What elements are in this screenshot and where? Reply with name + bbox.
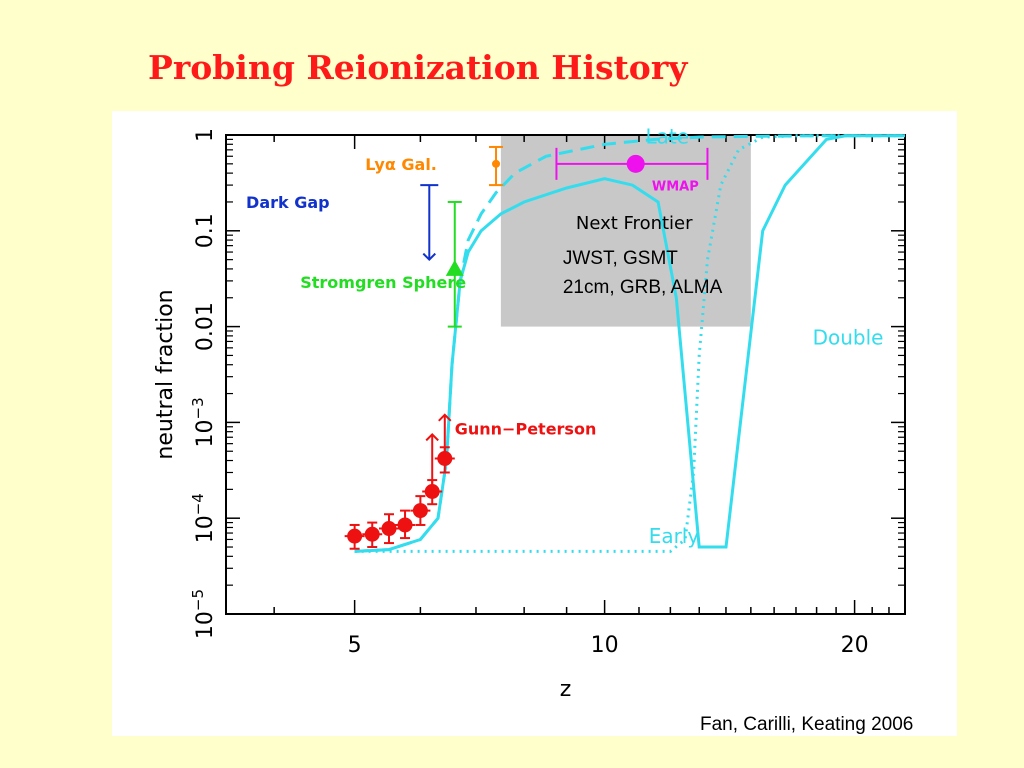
x-axis-label: z	[560, 677, 572, 702]
y-tick-label: 10−5	[189, 589, 218, 639]
reionization-chart: 5 10 20 10−5 10−4 10−3 0.01 0.1 1 z neutral fracti…	[153, 124, 906, 702]
series-label-early: Early	[649, 524, 700, 548]
frontier-box	[500, 135, 751, 327]
lya-data-point	[492, 159, 501, 168]
x-tick-label: 5	[348, 633, 362, 658]
dark-gap-label: Dark Gap	[246, 193, 330, 212]
series-line-double	[354, 134, 905, 553]
x-tick-label: 20	[841, 633, 869, 658]
stromgren-label: Stromgren Sphere	[300, 273, 466, 292]
gp-data-point	[397, 517, 413, 533]
y-tick-label: 10−3	[189, 397, 218, 447]
gp-lower-limit-arrow	[425, 432, 439, 442]
y-tick-label: 10−4	[189, 493, 218, 543]
wmap-label: WMAP	[652, 179, 699, 194]
gp-data-point	[412, 503, 428, 519]
wmap-data-point	[626, 154, 645, 173]
series-label-double: Double	[813, 326, 884, 350]
y-axis-label: neutral fraction	[153, 289, 178, 459]
frontier-line: JWST, GSMT	[563, 248, 678, 269]
frontier-title: Next Frontier	[576, 213, 693, 234]
citation: Fan, Carilli, Keating 2006	[700, 714, 914, 735]
dark-gap-arrow	[422, 252, 436, 262]
gp-data-point	[364, 526, 380, 542]
y-tick-label: 1	[193, 128, 218, 142]
lya-label: Lyα Gal.	[365, 155, 437, 174]
series-line-early	[354, 134, 905, 553]
gp-data-point	[381, 521, 397, 537]
y-tick-label: 0.1	[193, 213, 218, 248]
plot-frame	[225, 134, 906, 615]
y-tick-label: 0.01	[193, 302, 218, 351]
chart-panel: 5 10 20 10−5 10−4 10−3 0.01 0.1 1 z neutral fracti…	[112, 111, 957, 736]
gp-lower-limit-arrow	[438, 413, 452, 422]
stromgren-data-point	[445, 259, 464, 276]
slide-title: Probing Reionization History	[148, 48, 688, 87]
gp-label: Gunn−Peterson	[455, 419, 597, 438]
frontier-line: 21cm, GRB, ALMA	[563, 277, 723, 298]
x-tick-label: 10	[591, 633, 619, 658]
series-label-late: Late	[645, 124, 689, 148]
gp-data-point	[347, 528, 363, 544]
